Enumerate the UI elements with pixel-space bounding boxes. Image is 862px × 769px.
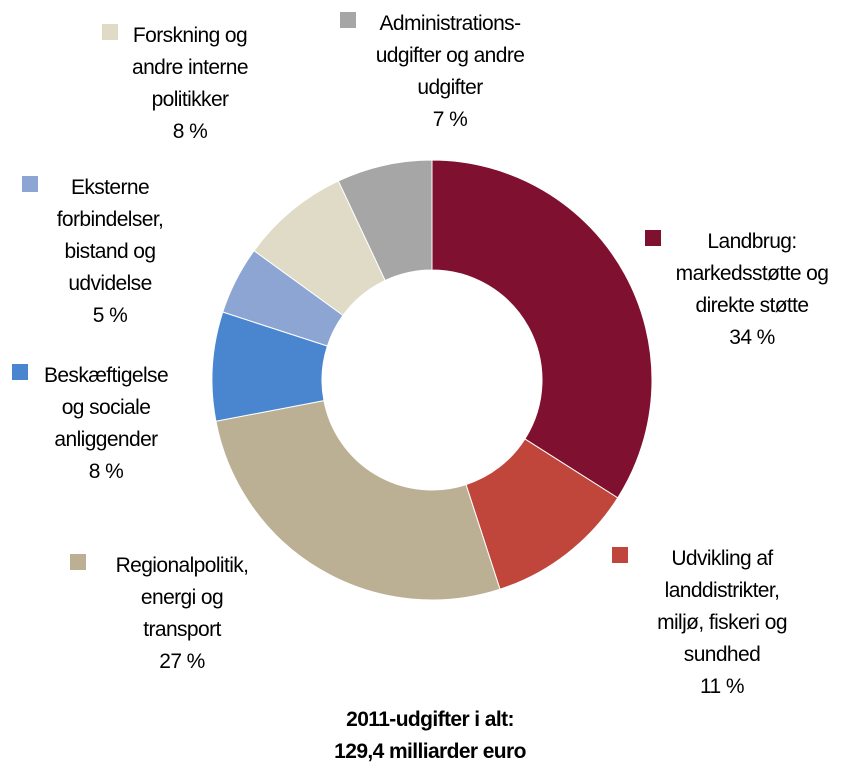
- segment-label: Administrations-udgifter og andre udgifte…: [376, 12, 525, 99]
- value-label: 7 %: [433, 108, 467, 131]
- segment-label: Regionalpolitik, energi og transport: [116, 554, 249, 641]
- segment-label: Forskning og andre interne politikker: [132, 24, 248, 111]
- value-label: 34 %: [729, 326, 774, 349]
- donut-segment: [215, 400, 501, 601]
- value-label: 8 %: [89, 460, 123, 483]
- legend-swatch: [645, 230, 661, 246]
- total-label: 129,4 milliarder euro: [334, 740, 526, 763]
- segment-label: Eksterne forbindelser, bistand og udvidelse: [57, 176, 164, 295]
- legend-swatch: [340, 12, 356, 28]
- legend-swatch: [102, 24, 118, 40]
- donut-segment: [431, 159, 653, 499]
- legend-swatch: [12, 364, 28, 380]
- legend-swatch: [70, 554, 86, 570]
- value-label: 27 %: [159, 650, 204, 673]
- value-label: 8 %: [173, 120, 207, 143]
- legend-swatch: [22, 176, 38, 192]
- total-label: 2011-udgifter i alt:: [346, 708, 514, 731]
- donut-segment: [337, 159, 433, 282]
- segment-label: Beskæftigelse og sociale anliggender: [44, 364, 168, 451]
- value-label: 5 %: [93, 304, 127, 327]
- segment-label: Landbrug: markedsstøtte og direkte støtte: [676, 230, 829, 317]
- segment-label: Udvikling af landdistrikter, miljø, fisker…: [657, 547, 787, 666]
- legend-swatch: [612, 547, 628, 563]
- value-label: 11 %: [700, 675, 744, 698]
